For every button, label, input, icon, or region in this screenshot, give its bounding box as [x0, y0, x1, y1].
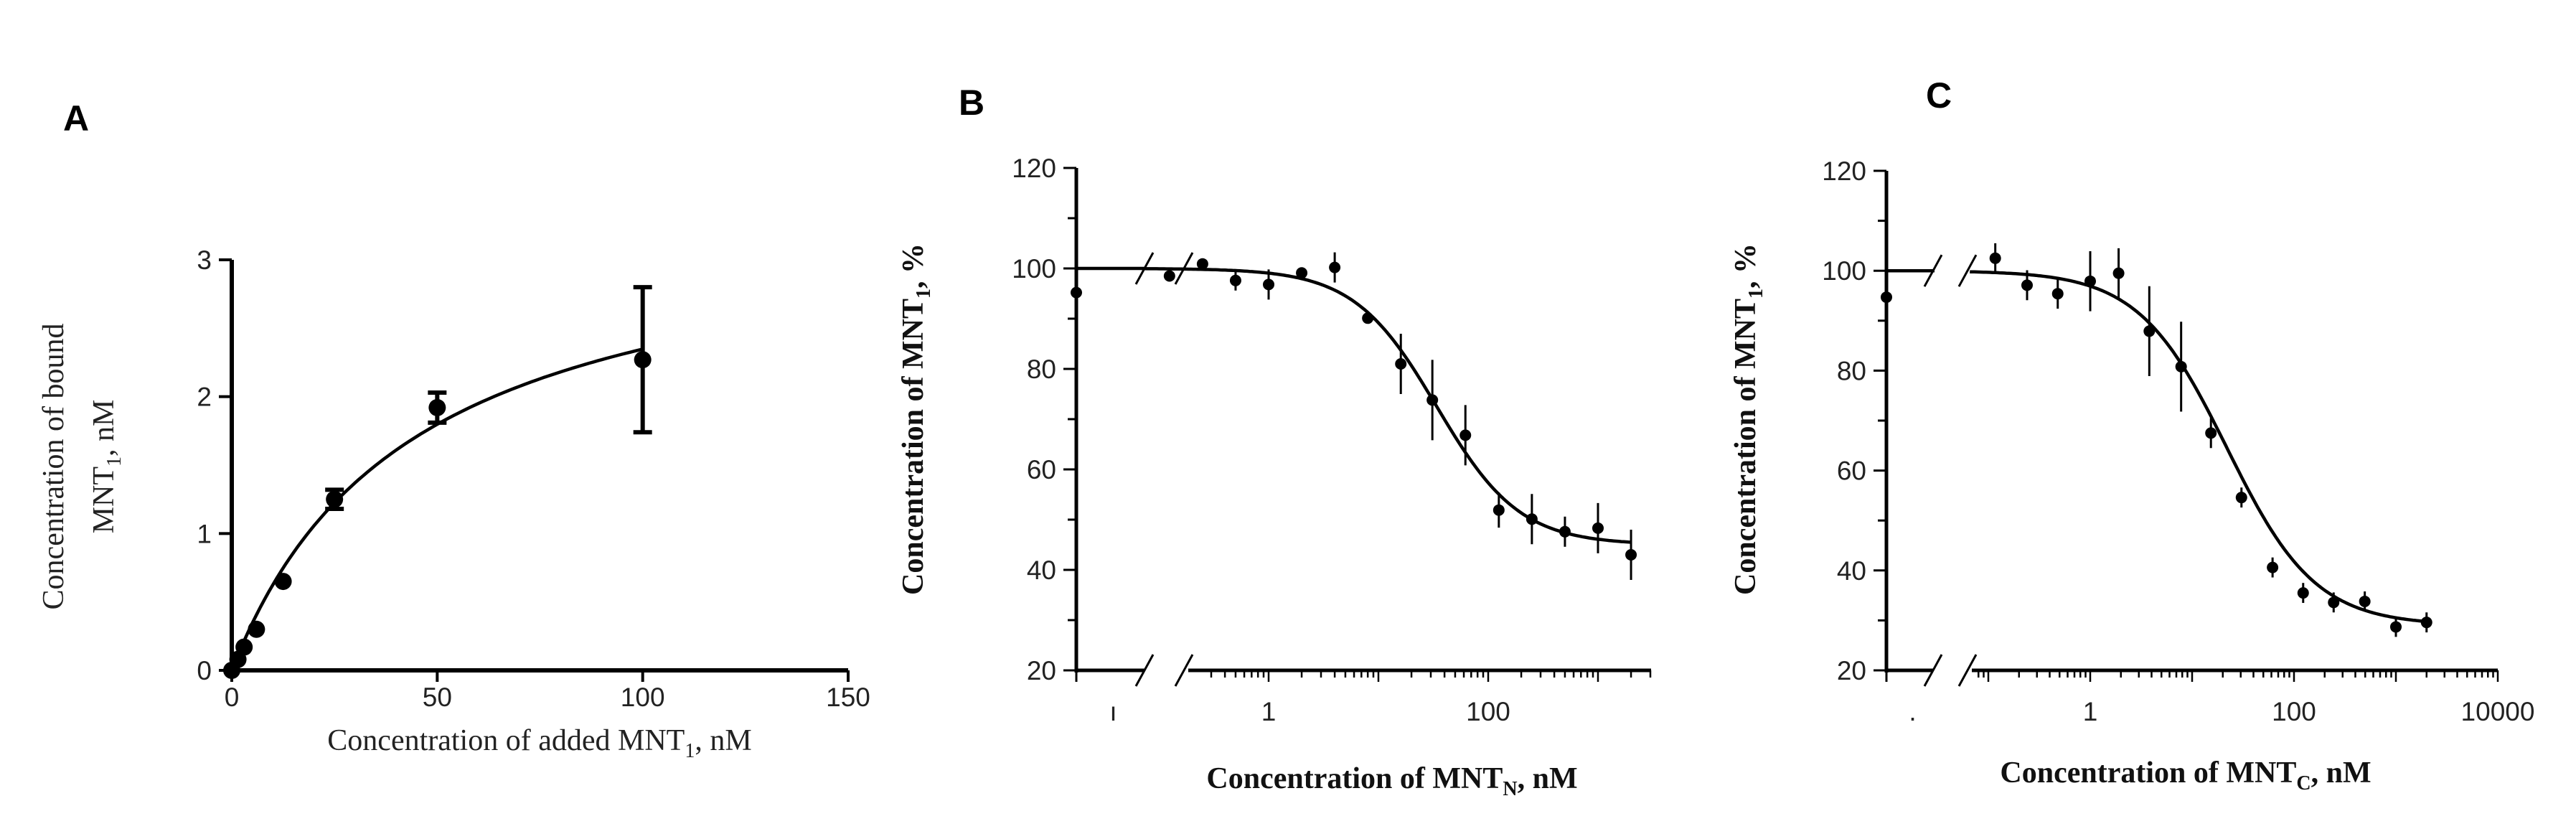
- data-point: [1163, 270, 1175, 282]
- x-tick-label: 100: [621, 683, 665, 712]
- data-point: [2297, 587, 2309, 599]
- data-point: [1395, 358, 1407, 370]
- control-data-point: [1881, 291, 1892, 304]
- panel-c-x-axis-label: Concentration of MNTC, nM: [2000, 756, 2371, 795]
- y-tick-label: 1: [197, 519, 212, 548]
- data-point: [1989, 252, 2001, 264]
- x-tick-label: 10000: [2461, 697, 2535, 726]
- y-tick-label: 80: [1027, 355, 1056, 384]
- data-point: [634, 351, 652, 369]
- data-point: [2112, 267, 2125, 279]
- data-point: [1362, 312, 1374, 324]
- data-point: [2175, 360, 2187, 373]
- panel-c-y-axis-label: Concentration of MNT1, %: [1729, 243, 1767, 595]
- panel-b-y-axis-label: Concentration of MNT1, %: [897, 243, 935, 595]
- x-tick-label: ı: [1109, 697, 1117, 726]
- data-point: [1625, 549, 1637, 561]
- data-point: [2328, 596, 2340, 609]
- x-tick-label: 150: [826, 683, 870, 712]
- data-point: [1196, 258, 1208, 270]
- data-point: [248, 620, 265, 638]
- panel-b-letter: B: [959, 83, 984, 123]
- x-tick-label: 1: [1261, 697, 1277, 726]
- data-point: [428, 398, 446, 416]
- y-tick-label: 20: [1837, 656, 1866, 685]
- axis-break-mark: [1174, 654, 1194, 687]
- data-point: [2143, 325, 2156, 337]
- panel-c: C Concentration of MNTC, nM Concentratio…: [1729, 75, 2534, 795]
- y-tick-label: 100: [1822, 256, 1866, 286]
- data-point: [1329, 261, 1341, 273]
- panel-a: A Concentration of added MNT1, nM Concen…: [37, 98, 870, 762]
- data-point: [2359, 595, 2371, 607]
- axis-break-mark: [1957, 654, 1978, 687]
- data-point: [1426, 394, 1439, 406]
- x-tick-label: 0: [225, 683, 240, 712]
- y-tick-label: 60: [1837, 456, 1866, 486]
- x-tick-label: 100: [1466, 697, 1510, 726]
- panel-a-letter: A: [63, 98, 89, 139]
- panel-b: B Concentration of MNTN, nM Concentratio…: [897, 83, 1652, 800]
- data-point: [1459, 429, 1472, 441]
- panel-a-y-axis-label-line2: MNT1, nM: [88, 400, 126, 534]
- x-tick-label: 50: [423, 683, 452, 712]
- data-point: [1493, 504, 1505, 516]
- x-tick-label: 100: [2272, 697, 2316, 726]
- data-point: [235, 638, 253, 656]
- y-tick-label: 120: [1822, 156, 1866, 186]
- y-tick-label: 80: [1837, 356, 1866, 385]
- y-tick-label: 40: [1837, 556, 1866, 586]
- panel-a-y-axis-label-line1: Concentration of bound: [37, 324, 70, 610]
- data-point: [274, 573, 292, 591]
- data-point: [2205, 427, 2217, 439]
- data-point: [2267, 561, 2279, 573]
- data-point: [2235, 492, 2247, 504]
- x-tick-label: .: [1909, 697, 1916, 726]
- control-data-point: [1071, 286, 1082, 299]
- data-point: [326, 490, 344, 508]
- x-tick-label: 1: [2083, 697, 2098, 726]
- data-point: [1592, 522, 1604, 534]
- panel-a-x-axis-label: Concentration of added MNT1, nM: [327, 724, 751, 762]
- y-tick-label: 120: [1012, 154, 1056, 183]
- panel-b-x-axis-label: Concentration of MNTN, nM: [1206, 762, 1577, 800]
- data-point: [1526, 513, 1538, 525]
- y-tick-label: 60: [1027, 455, 1056, 484]
- data-point: [1263, 278, 1274, 291]
- y-tick-label: 40: [1027, 556, 1056, 585]
- y-tick-label: 20: [1027, 656, 1056, 685]
- y-tick-label: 3: [197, 245, 212, 275]
- data-point: [1229, 274, 1241, 286]
- data-point: [1559, 525, 1571, 538]
- data-point: [2051, 288, 2064, 300]
- panel-c-letter: C: [1926, 75, 1952, 116]
- axis-break-mark: [1923, 654, 1943, 687]
- data-point: [2021, 279, 2033, 291]
- y-tick-label: 0: [197, 656, 212, 685]
- fit-curve: [1142, 267, 1632, 544]
- y-tick-label: 2: [197, 383, 212, 412]
- fit-curve: [1970, 270, 2427, 624]
- y-tick-label: 100: [1012, 254, 1056, 284]
- axis-break-mark: [1134, 654, 1155, 687]
- curve-break-mark: [1957, 254, 1978, 287]
- data-point: [2390, 621, 2402, 633]
- data-point: [1296, 267, 1308, 279]
- data-point: [2084, 275, 2096, 287]
- data-point: [2420, 617, 2432, 629]
